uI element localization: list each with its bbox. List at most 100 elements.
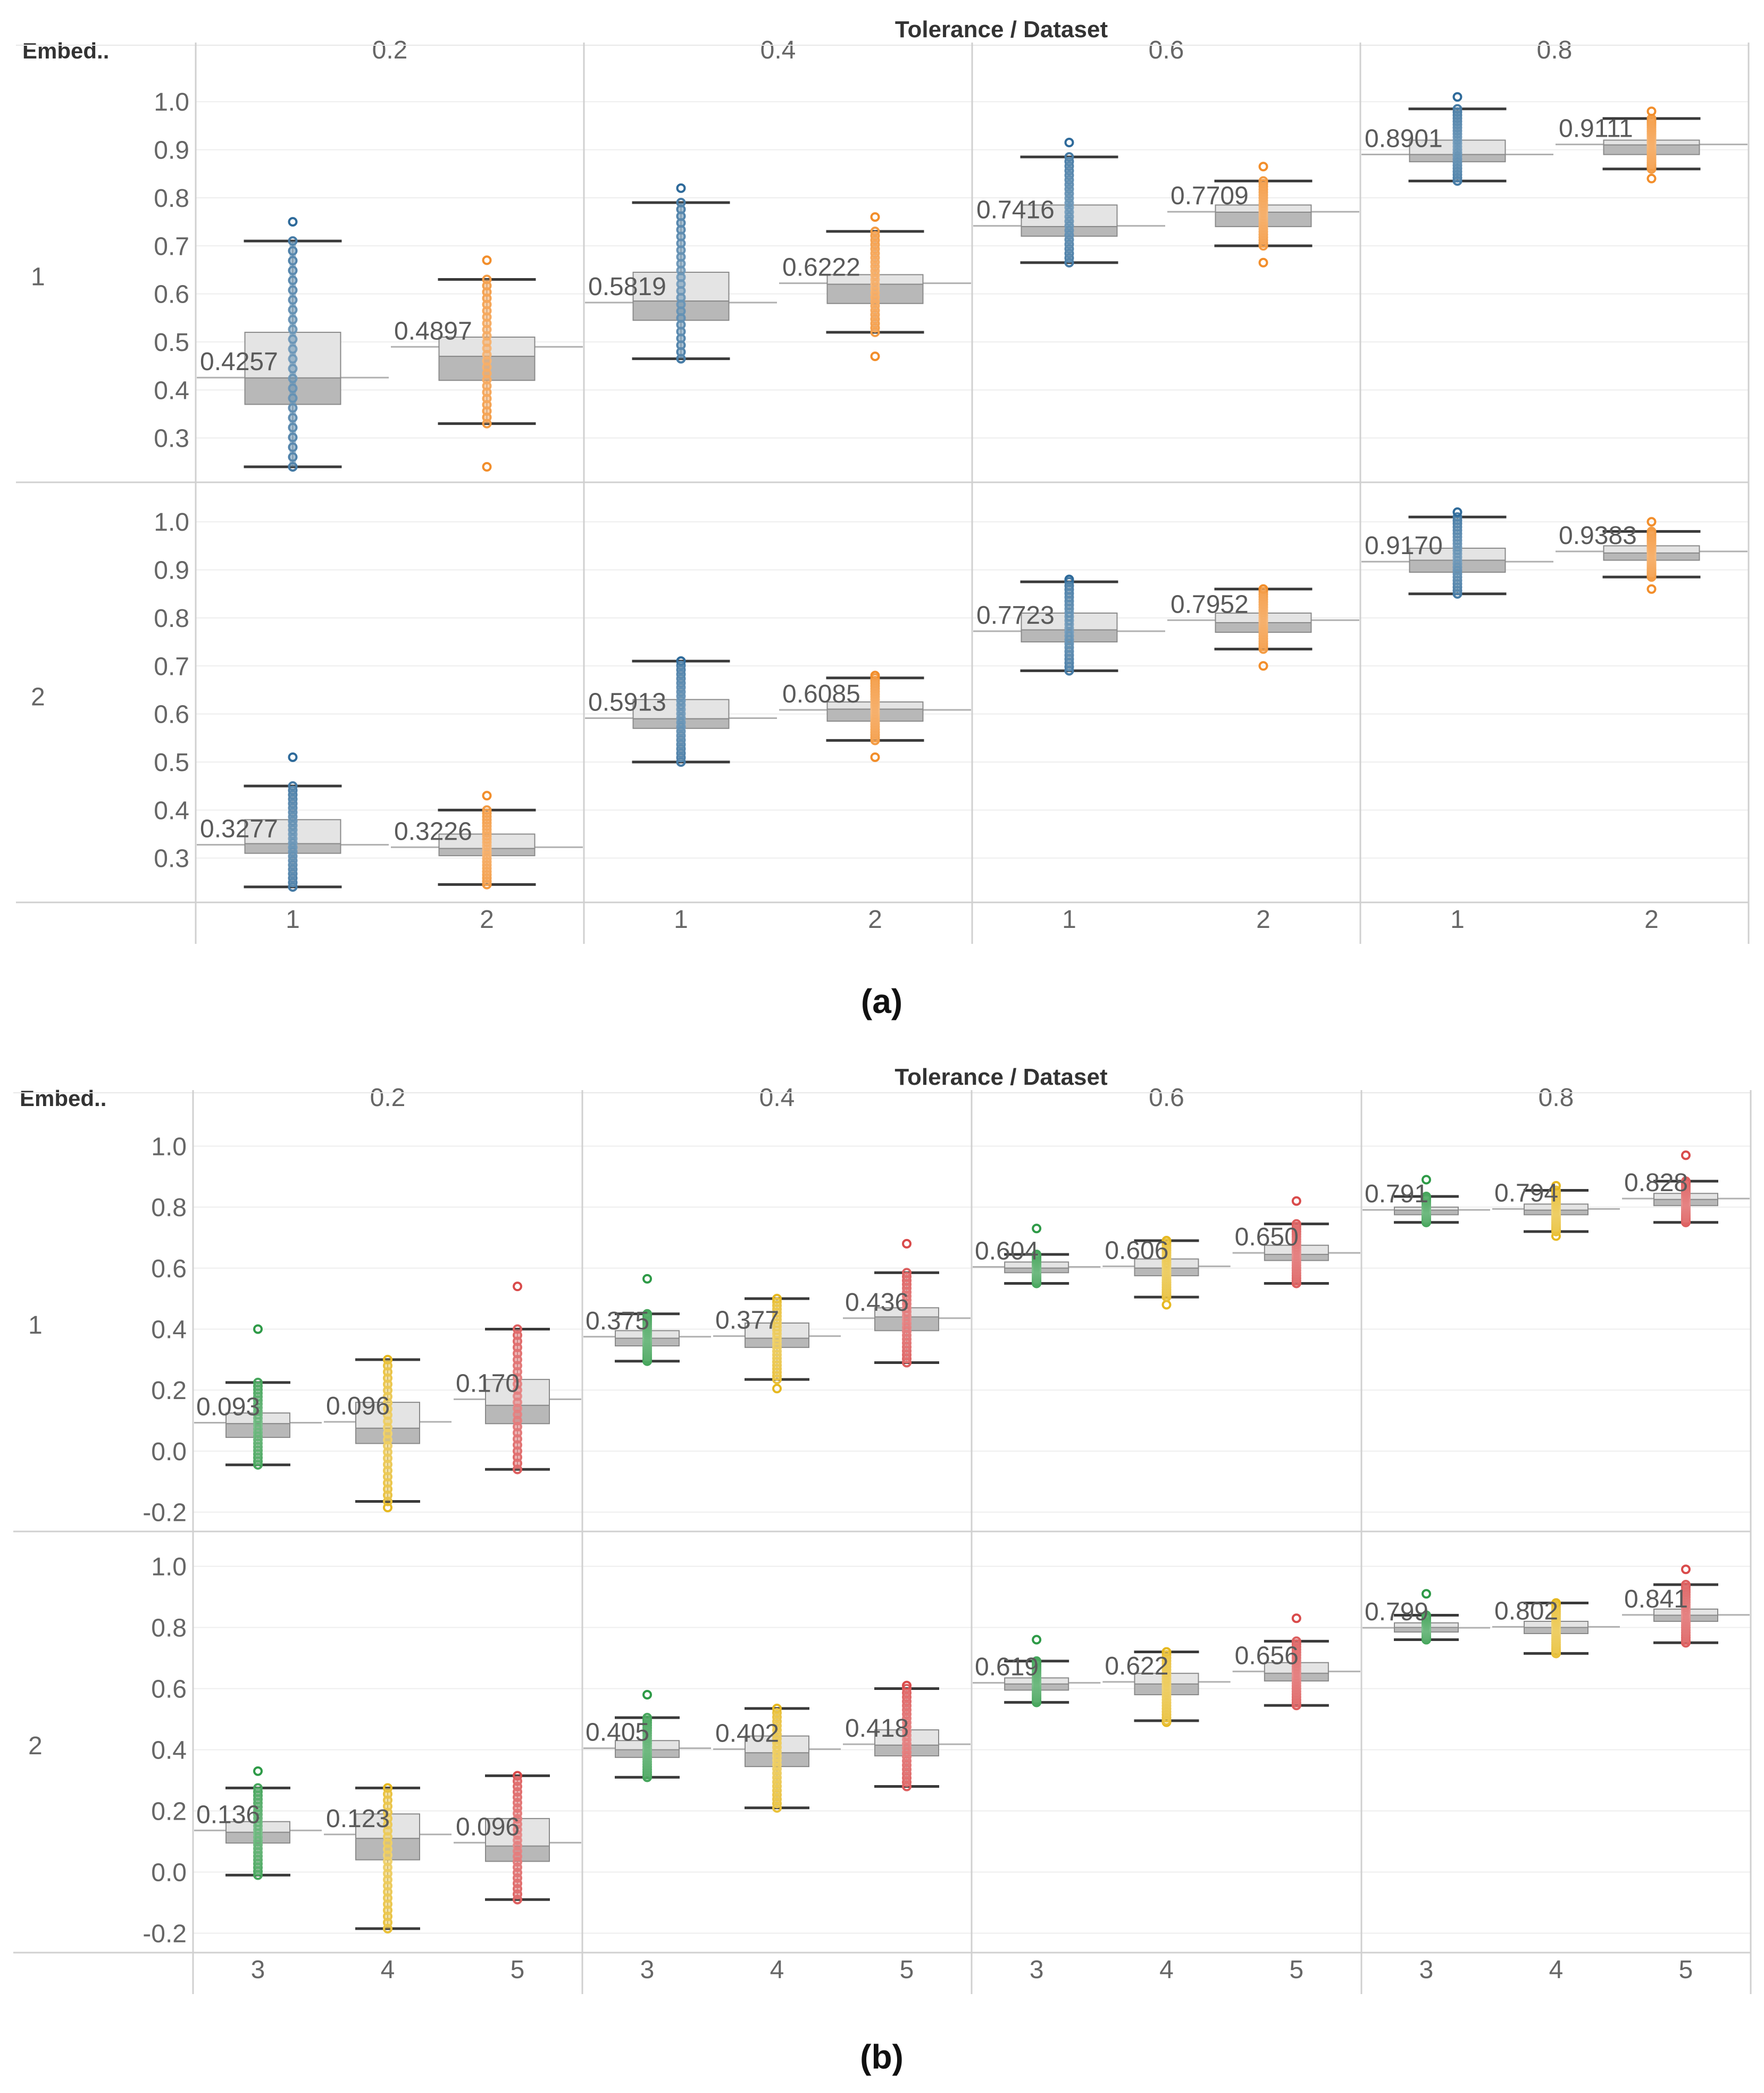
- data-point: [870, 351, 880, 362]
- data-point: [1452, 92, 1462, 102]
- data-point: [1258, 661, 1268, 671]
- data-point: [1422, 1175, 1431, 1185]
- y-tick-label: 0.4: [151, 1316, 187, 1344]
- avg-label: 0.9170: [1365, 532, 1443, 560]
- x-tick-dataset: 2: [1644, 906, 1659, 934]
- data-point: [1032, 1635, 1042, 1645]
- data-point-strip: [1454, 517, 1461, 594]
- x-tick-dataset: 4: [1159, 1956, 1174, 1984]
- data-point: [482, 462, 492, 472]
- avg-label: 0.405: [586, 1719, 649, 1747]
- avg-label: 0.136: [196, 1801, 260, 1829]
- avg-label: 0.650: [1235, 1223, 1299, 1251]
- data-point-strip: [255, 1788, 261, 1876]
- data-point: [253, 1766, 263, 1776]
- avg-label: 0.123: [326, 1805, 390, 1833]
- data-point: [1646, 106, 1657, 116]
- column-header-tolerance: 0.2: [372, 36, 408, 64]
- avg-label: 0.402: [715, 1719, 779, 1747]
- x-tick-dataset: 2: [868, 906, 882, 934]
- data-point: [772, 1384, 782, 1394]
- y-tick-label: 0.6: [151, 1255, 187, 1283]
- data-point: [1646, 517, 1657, 527]
- data-point-strip: [872, 677, 879, 741]
- y-tick-label: 0.4: [154, 376, 189, 405]
- data-point-strip: [1033, 1661, 1040, 1703]
- data-point: [482, 255, 492, 265]
- x-tick-dataset: 5: [900, 1956, 914, 1984]
- avg-label: 0.096: [326, 1392, 390, 1420]
- data-point: [902, 1238, 912, 1249]
- x-tick-dataset: 1: [674, 906, 688, 934]
- data-point: [482, 791, 492, 801]
- data-point: [1161, 1300, 1172, 1310]
- x-tick-dataset: 3: [251, 1956, 265, 1984]
- x-tick-dataset: 5: [511, 1956, 525, 1984]
- avg-label: 0.093: [196, 1393, 260, 1421]
- avg-label: 0.606: [1105, 1236, 1168, 1265]
- data-point: [1258, 162, 1268, 172]
- data-point: [1032, 1224, 1042, 1234]
- y-tick-label: 0.9: [154, 557, 189, 585]
- data-point-strip: [384, 1788, 391, 1929]
- avg-label: 0.841: [1624, 1585, 1688, 1613]
- data-point-strip: [1163, 1652, 1170, 1721]
- y-tick-label: 0.0: [151, 1859, 187, 1887]
- y-tick-label: 0.5: [154, 329, 189, 357]
- data-point: [1646, 584, 1657, 594]
- avg-label: 0.794: [1494, 1179, 1558, 1208]
- data-point: [870, 752, 880, 762]
- row-header: Embed..: [22, 38, 109, 63]
- data-point: [1291, 1196, 1301, 1206]
- avg-label: 0.436: [845, 1288, 909, 1317]
- avg-label: 0.375: [586, 1307, 649, 1335]
- row-header: Embed..: [20, 1086, 106, 1111]
- data-point-strip: [678, 661, 684, 762]
- avg-label: 0.418: [845, 1714, 909, 1743]
- y-tick-label: 0.2: [151, 1377, 187, 1405]
- column-header-tolerance: 0.6: [1149, 1084, 1184, 1112]
- avg-label: 0.7416: [976, 196, 1055, 224]
- avg-label: 0.791: [1365, 1180, 1428, 1208]
- y-tick-label: -0.2: [143, 1920, 187, 1948]
- row-label-embed: 2: [31, 683, 45, 711]
- y-tick-label: 1.0: [154, 88, 189, 116]
- y-tick-label: 0.6: [151, 1676, 187, 1704]
- data-point: [1422, 1589, 1431, 1599]
- data-point-strip: [644, 1718, 650, 1778]
- data-point-strip: [1648, 118, 1655, 169]
- x-tick-dataset: 2: [480, 906, 494, 934]
- data-point-strip: [904, 1272, 910, 1363]
- y-tick-label: 0.0: [151, 1438, 187, 1466]
- x-tick-dataset: 4: [381, 1956, 395, 1984]
- data-point: [1452, 507, 1462, 517]
- data-point-strip: [289, 786, 296, 887]
- avg-label: 0.3277: [200, 815, 278, 843]
- y-tick-label: 0.4: [151, 1737, 187, 1765]
- avg-label: 0.170: [456, 1369, 520, 1397]
- data-point-strip: [678, 202, 684, 359]
- data-point: [513, 1282, 522, 1292]
- avg-label: 0.604: [975, 1237, 1039, 1265]
- data-point-strip: [1553, 1190, 1559, 1232]
- data-point-strip: [1648, 531, 1655, 577]
- y-tick-label: 0.4: [154, 797, 189, 825]
- data-point-strip: [1423, 1196, 1429, 1223]
- x-tick-dataset: 5: [1289, 1956, 1303, 1984]
- chart-header: Tolerance / Dataset: [895, 16, 1108, 43]
- data-point-strip: [1066, 157, 1073, 263]
- data-point: [288, 752, 298, 762]
- avg-label: 0.3226: [394, 817, 472, 845]
- y-tick-label: 1.0: [154, 508, 189, 537]
- avg-label: 0.9111: [1559, 115, 1633, 143]
- data-point: [1646, 173, 1657, 183]
- data-point-strip: [483, 279, 490, 424]
- x-tick-dataset: 4: [1549, 1956, 1564, 1984]
- avg-label: 0.656: [1235, 1642, 1299, 1670]
- column-header-tolerance: 0.4: [759, 1084, 795, 1112]
- column-header-tolerance: 0.8: [1539, 1084, 1574, 1112]
- data-point-strip: [514, 1329, 521, 1470]
- y-tick-label: 0.7: [154, 232, 189, 261]
- data-point-strip: [1066, 582, 1073, 671]
- data-point-strip: [644, 1313, 650, 1361]
